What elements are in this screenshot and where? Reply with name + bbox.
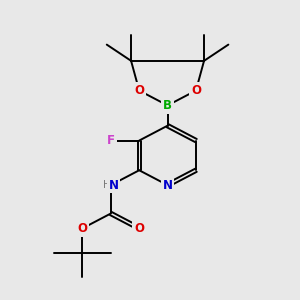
Text: H: H [103, 180, 111, 190]
Text: O: O [77, 222, 87, 235]
Text: N: N [109, 178, 118, 192]
Text: N: N [163, 178, 172, 192]
Text: O: O [191, 84, 201, 97]
Text: O: O [134, 84, 144, 97]
Text: B: B [163, 99, 172, 112]
Text: O: O [134, 222, 144, 235]
Text: F: F [107, 134, 115, 147]
